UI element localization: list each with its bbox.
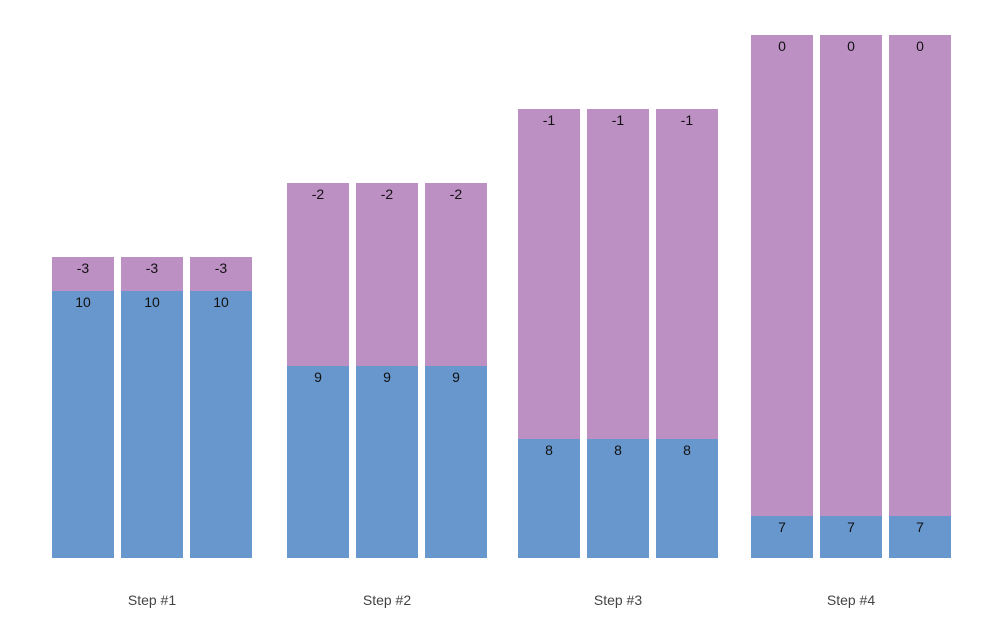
purple-segment: -2 (356, 183, 418, 366)
blue-segment: 10 (121, 291, 183, 558)
purple-segment-label: -1 (680, 112, 694, 128)
blue-segment: 7 (820, 516, 882, 558)
purple-segment: 0 (820, 35, 882, 516)
blue-segment: 9 (425, 366, 487, 558)
blue-segment: 7 (751, 516, 813, 558)
purple-segment-label: 0 (847, 38, 855, 54)
purple-segment-label: -3 (214, 260, 228, 276)
purple-segment: -3 (121, 257, 183, 291)
stacked-bar: -3 10 (52, 257, 114, 558)
stacked-bar: -3 10 (190, 257, 252, 558)
stacked-bar: -2 9 (425, 183, 487, 558)
purple-segment-label: -1 (611, 112, 625, 128)
purple-segment: -2 (287, 183, 349, 366)
purple-segment-label: -3 (76, 260, 90, 276)
purple-segment: 0 (751, 35, 813, 516)
blue-segment-label: 7 (778, 519, 786, 535)
purple-segment: -3 (52, 257, 114, 291)
stacked-bar: -1 8 (656, 109, 718, 558)
purple-segment-label: -2 (449, 186, 463, 202)
purple-segment-label: -2 (311, 186, 325, 202)
purple-segment-label: 0 (778, 38, 786, 54)
blue-segment-label: 8 (614, 442, 622, 458)
blue-segment-label: 10 (144, 294, 160, 310)
blue-segment-label: 10 (75, 294, 91, 310)
stacked-bar: -2 9 (356, 183, 418, 558)
blue-segment: 8 (518, 439, 580, 558)
purple-segment: -2 (425, 183, 487, 366)
purple-segment-label: -1 (542, 112, 556, 128)
x-tick-label: Step #1 (127, 592, 177, 608)
blue-segment-label: 7 (847, 519, 855, 535)
purple-segment: 0 (889, 35, 951, 516)
purple-segment-label: 0 (916, 38, 924, 54)
purple-segment: -3 (190, 257, 252, 291)
x-tick-label: Step #4 (826, 592, 876, 608)
blue-segment-label: 9 (314, 369, 322, 385)
purple-segment: -1 (587, 109, 649, 439)
blue-segment: 9 (287, 366, 349, 558)
purple-segment: -1 (656, 109, 718, 439)
blue-segment-label: 9 (383, 369, 391, 385)
stacked-bar: -1 8 (518, 109, 580, 558)
stacked-bar: -1 8 (587, 109, 649, 558)
x-tick-label: Step #2 (362, 592, 412, 608)
blue-segment-label: 7 (916, 519, 924, 535)
blue-segment: 8 (656, 439, 718, 558)
blue-segment: 7 (889, 516, 951, 558)
blue-segment: 8 (587, 439, 649, 558)
blue-segment: 9 (356, 366, 418, 558)
blue-segment-label: 9 (452, 369, 460, 385)
x-tick-label: Step #3 (593, 592, 643, 608)
purple-segment: -1 (518, 109, 580, 439)
stacked-bar: -3 10 (121, 257, 183, 558)
blue-segment-label: 8 (683, 442, 691, 458)
blue-segment: 10 (52, 291, 114, 558)
purple-segment-label: -3 (145, 260, 159, 276)
blue-segment: 10 (190, 291, 252, 558)
blue-segment-label: 8 (545, 442, 553, 458)
stacked-bar: -2 9 (287, 183, 349, 558)
purple-segment-label: -2 (380, 186, 394, 202)
blue-segment-label: 10 (213, 294, 229, 310)
